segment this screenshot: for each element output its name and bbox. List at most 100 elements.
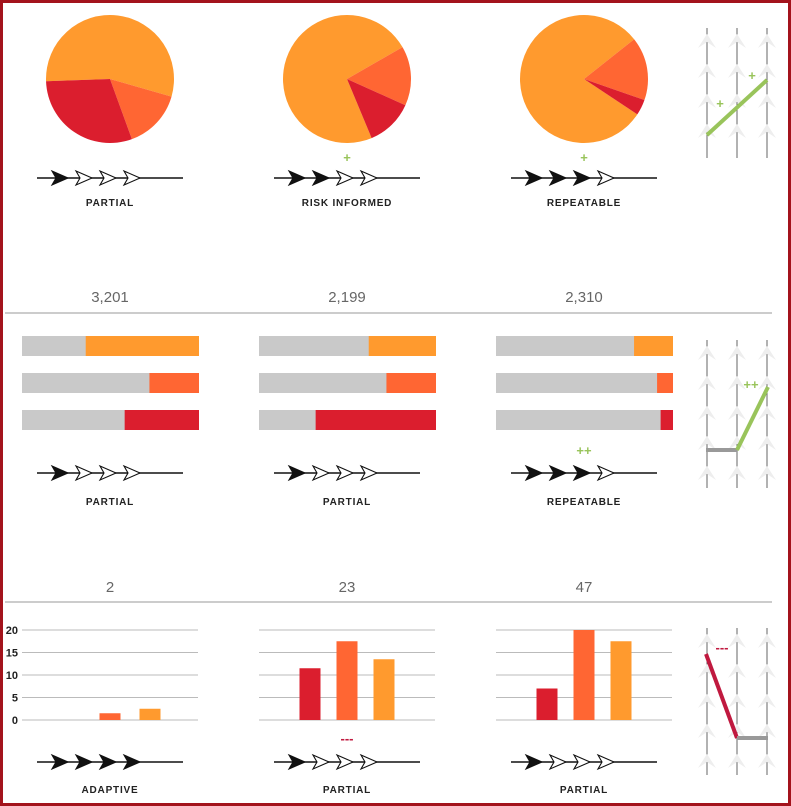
trend-indicator: ++ xyxy=(698,340,776,488)
column-bar xyxy=(336,641,358,720)
maturity-arrow-empty xyxy=(596,753,616,771)
trend-mark: ++ xyxy=(743,377,759,392)
bar-fill xyxy=(124,410,199,430)
trend-chevron xyxy=(698,376,716,390)
trend-chevron xyxy=(728,664,746,678)
trend-chevron xyxy=(698,94,716,108)
maturity-arrow-empty xyxy=(98,169,118,187)
trend-chevron xyxy=(758,124,776,138)
bar-fill xyxy=(634,336,673,356)
column-bar xyxy=(99,713,121,720)
trend-chevron xyxy=(758,754,776,768)
panel-count: 2,310 xyxy=(565,289,603,306)
maturity-arrow-empty xyxy=(74,169,94,187)
stacked-bar-group xyxy=(259,336,436,430)
trend-line xyxy=(704,653,739,739)
maturity-arrow-filled xyxy=(548,464,568,482)
maturity-arrow-filled xyxy=(572,464,592,482)
maturity-arrow-empty xyxy=(335,169,355,187)
panel-count: 23 xyxy=(339,579,356,596)
maturity-arrow-empty xyxy=(311,464,331,482)
maturity-arrow-scale xyxy=(274,464,420,482)
maturity-arrow-filled xyxy=(548,169,568,187)
trend-chevron xyxy=(758,634,776,648)
maturity-arrow-filled xyxy=(50,169,70,187)
change-mark: --- xyxy=(341,731,354,746)
trend-chevron xyxy=(728,634,746,648)
trend-chevron xyxy=(758,664,776,678)
maturity-arrow-empty xyxy=(572,753,592,771)
trend-chevron xyxy=(758,346,776,360)
y-tick-label: 0 xyxy=(12,715,18,727)
maturity-arrow-filled xyxy=(524,169,544,187)
column-bar xyxy=(573,630,595,720)
maturity-arrow-scale xyxy=(37,464,183,482)
stacked-bar-group xyxy=(22,336,199,430)
maturity-arrow-empty xyxy=(98,464,118,482)
maturity-label: REPEATABLE xyxy=(547,497,621,508)
column-bar xyxy=(610,641,632,720)
maturity-label: PARTIAL xyxy=(323,497,371,508)
maturity-arrow-empty xyxy=(548,753,568,771)
pie-chart xyxy=(46,14,175,143)
y-tick-label: 5 xyxy=(12,693,18,705)
trend-chevron xyxy=(698,466,716,480)
maturity-arrow-filled xyxy=(122,753,142,771)
trend-chevron xyxy=(698,124,716,138)
pie-chart xyxy=(519,14,648,143)
bar-track xyxy=(496,336,673,356)
bar-track xyxy=(496,410,673,430)
trend-chevron xyxy=(698,436,716,450)
trend-chevron xyxy=(758,376,776,390)
pie-slice xyxy=(110,79,172,140)
trend-chevron xyxy=(728,724,746,738)
trend-chevron xyxy=(728,376,746,390)
maturity-label: PARTIAL xyxy=(560,785,608,796)
trend-indicator: --- xyxy=(698,628,776,775)
column-chart: 20 15 10 5 0 xyxy=(6,625,198,727)
y-tick-label: 10 xyxy=(6,670,18,682)
pie-chart xyxy=(283,14,411,143)
stacked-bar-group xyxy=(496,336,673,430)
trend-chevron xyxy=(728,346,746,360)
maturity-arrow-filled xyxy=(50,464,70,482)
change-mark: ++ xyxy=(576,443,592,458)
maturity-arrow-empty xyxy=(122,464,142,482)
pie-slice xyxy=(46,79,132,143)
trend-chevron xyxy=(698,724,716,738)
maturity-arrow-scale xyxy=(511,169,657,187)
trend-chevron xyxy=(728,694,746,708)
panel-count: 2,199 xyxy=(328,289,366,306)
maturity-arrow-empty xyxy=(335,753,355,771)
maturity-arrow-scale xyxy=(37,753,183,771)
pie-slice xyxy=(283,14,403,143)
trend-chevron xyxy=(758,436,776,450)
panel-count: 2 xyxy=(106,579,114,596)
maturity-arrow-empty xyxy=(596,169,616,187)
trend-mark: + xyxy=(716,96,724,111)
change-mark: + xyxy=(343,150,351,165)
trend-chevron xyxy=(728,124,746,138)
maturity-arrow-filled xyxy=(524,753,544,771)
pie-slice xyxy=(46,14,175,97)
maturity-arrow-filled xyxy=(572,169,592,187)
trend-chevron xyxy=(728,64,746,78)
trend-chevron xyxy=(698,406,716,420)
trend-indicator: ++ xyxy=(698,28,776,158)
maturity-arrow-filled xyxy=(287,169,307,187)
maturity-label: ADAPTIVE xyxy=(82,785,139,796)
trend-chevron xyxy=(698,64,716,78)
pie-slice xyxy=(347,47,411,106)
trend-chevron xyxy=(728,406,746,420)
trend-chevron xyxy=(758,466,776,480)
bar-fill xyxy=(315,410,436,430)
column-bar xyxy=(373,659,395,720)
trend-chevron xyxy=(698,694,716,708)
maturity-arrow-empty xyxy=(359,464,379,482)
trend-chevron xyxy=(728,34,746,48)
maturity-arrow-filled xyxy=(287,753,307,771)
maturity-label: PARTIAL xyxy=(86,198,134,209)
pie-slice xyxy=(519,14,638,143)
maturity-label: PARTIAL xyxy=(323,785,371,796)
maturity-arrow-empty xyxy=(311,753,331,771)
